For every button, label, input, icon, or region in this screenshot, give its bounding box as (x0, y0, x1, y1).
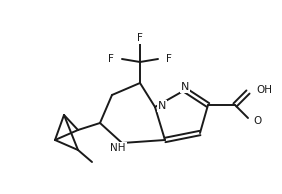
Text: O: O (253, 116, 261, 126)
Text: N: N (181, 82, 189, 92)
Text: OH: OH (256, 85, 272, 95)
Text: F: F (166, 54, 172, 64)
Text: N: N (158, 101, 166, 111)
Text: NH: NH (110, 143, 126, 153)
Text: F: F (137, 33, 143, 43)
Text: F: F (108, 54, 114, 64)
